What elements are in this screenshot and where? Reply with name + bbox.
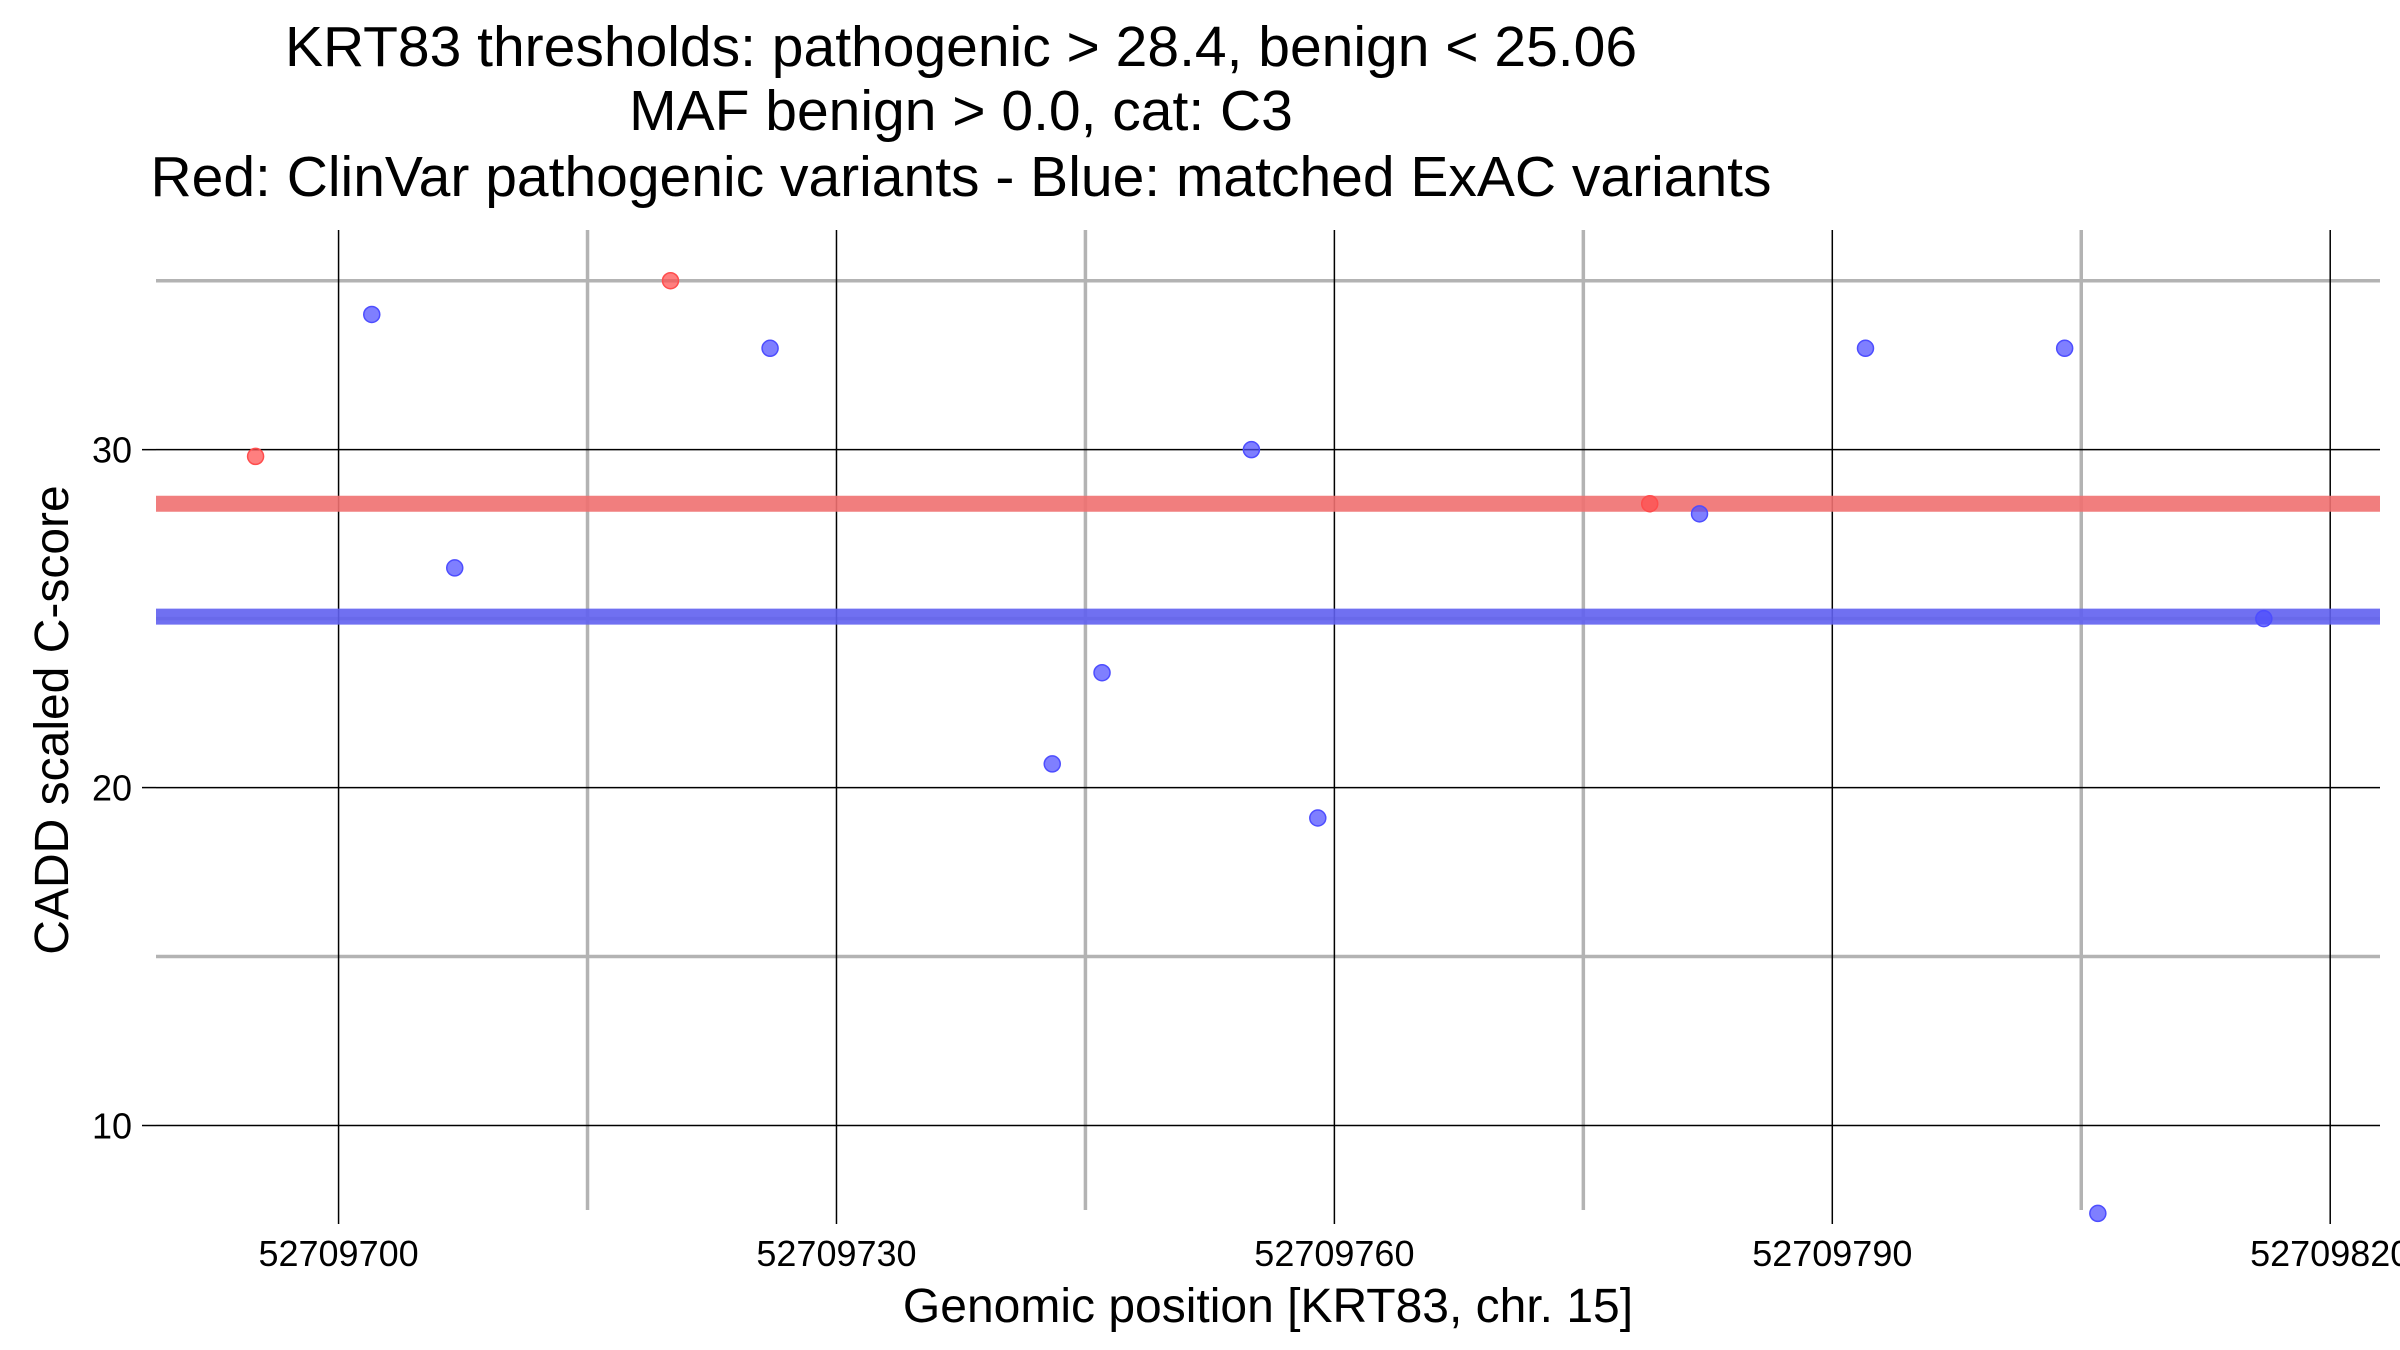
exac-point [1856, 339, 1875, 358]
exac-point [761, 339, 779, 358]
major-grid [156, 230, 2380, 1210]
chart-title-line-3: Red: ClinVar pathogenic variants - Blue:… [150, 145, 1771, 209]
y-tick-label: 30 [92, 430, 132, 471]
x-tick-label: 52709820 [2250, 1233, 2400, 1274]
y-tick-label: 20 [92, 768, 132, 809]
exac-point [2055, 339, 2074, 358]
pathogenic-point [661, 271, 680, 290]
x-tick-label: 52709790 [1752, 1233, 1912, 1274]
x-tick-label: 52709760 [1254, 1233, 1414, 1274]
x-axis-title: Genomic position [KRT83, chr. 15] [903, 1280, 1633, 1333]
pathogenic-point [1640, 494, 1659, 513]
data-points [246, 271, 2273, 1223]
exac-point [2089, 1204, 2107, 1223]
chart-title-line-2: MAF benign > 0.0, cat: C3 [629, 79, 1293, 143]
chart-title: KRT83 thresholds: pathogenic > 28.4, ben… [150, 15, 1771, 209]
chart-title-line-1: KRT83 thresholds: pathogenic > 28.4, ben… [285, 15, 1637, 79]
x-tick-label: 52709730 [756, 1233, 916, 1274]
exac-point [1043, 755, 1061, 773]
exac-point [1690, 505, 1709, 523]
y-tick-label: 10 [92, 1106, 132, 1147]
exac-point [1242, 440, 1261, 459]
exac-point [2255, 609, 2273, 628]
y-axis: 10 20 30 [92, 430, 156, 1147]
exac-point [445, 559, 464, 577]
y-axis-title: CADD scaled C-score [26, 485, 79, 954]
threshold-lines [156, 495, 2380, 625]
exac-point [1093, 663, 1111, 682]
pathogenic-point [246, 447, 265, 466]
exac-point [1309, 809, 1327, 827]
minor-grid [156, 230, 2380, 1210]
x-tick-label: 52709700 [258, 1233, 418, 1274]
x-axis: 52709700 52709730 52709760 52709790 52709820 [258, 1210, 2400, 1274]
exac-point [363, 305, 381, 324]
